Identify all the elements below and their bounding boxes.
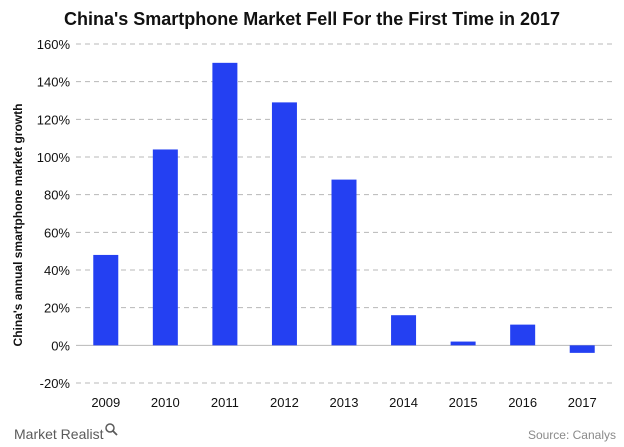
x-tick-label: 2012 xyxy=(270,395,299,410)
bar-2017 xyxy=(569,345,595,353)
y-tick-label: 20% xyxy=(44,301,70,316)
y-tick-label: 80% xyxy=(44,188,70,203)
y-tick-label: 40% xyxy=(44,263,70,278)
x-tick-label: 2009 xyxy=(91,395,120,410)
y-axis: -20% 0% 20% 40% 60% 80% 100% 120% 140% 160% xyxy=(37,37,71,391)
y-tick-label: 0% xyxy=(51,338,70,353)
x-tick-label: 2014 xyxy=(389,395,418,410)
bar-2010 xyxy=(152,149,178,346)
bars xyxy=(93,62,595,353)
y-tick-label: 60% xyxy=(44,225,70,240)
x-tick-label: 2013 xyxy=(330,395,359,410)
bar-2013 xyxy=(331,179,357,346)
y-tick-label: 120% xyxy=(37,112,71,127)
y-tick-label: 140% xyxy=(37,75,71,90)
bar-2012 xyxy=(271,102,297,346)
bar-2011 xyxy=(212,62,238,346)
chart-title: China's Smartphone Market Fell For the F… xyxy=(64,9,560,29)
bar-2016 xyxy=(510,324,536,346)
x-axis: 2009 2010 2011 2012 2013 2014 2015 2016 2017 xyxy=(91,395,596,410)
bar-2014 xyxy=(391,315,417,346)
y-tick-label: -20% xyxy=(40,376,71,391)
source-text: Source: Canalys xyxy=(528,428,616,442)
y-tick-label: 160% xyxy=(37,37,71,52)
brand-logo: Market Realist xyxy=(14,426,104,442)
x-tick-label: 2015 xyxy=(449,395,478,410)
x-tick-label: 2010 xyxy=(151,395,180,410)
magnifier-icon xyxy=(105,423,118,436)
x-tick-label: 2016 xyxy=(508,395,537,410)
y-axis-label: China's annual smartphone market growth xyxy=(11,104,25,347)
bar-2009 xyxy=(93,254,119,346)
x-tick-label: 2011 xyxy=(211,395,239,410)
y-tick-label: 100% xyxy=(37,150,71,165)
x-tick-label: 2017 xyxy=(568,395,597,410)
bar-2015 xyxy=(450,341,476,346)
